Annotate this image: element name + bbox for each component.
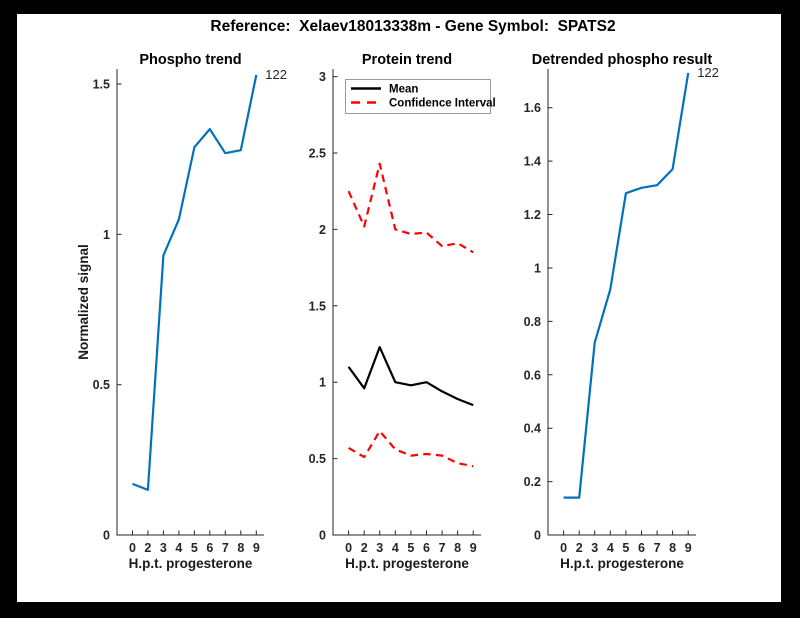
protein-trend-xlabel: H.p.t. progesterone [345,556,469,571]
detrended-phospho-result-y-tick-label: 0.8 [524,315,541,329]
phospho-trend-ylabel: Normalized signal [76,244,91,360]
detrended-phospho-result-y-tick-label: 0.4 [524,422,541,436]
confidence-interval-upper-line [347,162,474,254]
phospho-trend-x-tick-label: 6 [206,541,213,555]
legend-label: Confidence Interval [389,98,496,110]
phospho-trend-x-tick-label: 2 [144,541,151,555]
protein-trend-y-tick-label: 2.5 [309,147,326,161]
protein-trend-x-tick-label: 4 [392,541,399,555]
protein-trend-y-tick-label: 3 [319,70,326,84]
figure-canvas: Reference: Xelaev18013338m - Gene Symbol… [17,14,781,602]
phospho-trend-x-tick-label: 3 [160,541,167,555]
protein-trend-y-tick-label: 1 [319,376,326,390]
detrended-phospho-result-y-tick-label: 1.2 [524,208,541,222]
legend-label: Mean [389,84,418,96]
detrended-phospho-result-y-tick-label: 0 [534,529,541,543]
detrended-phospho-result-y-tick-label: 0.2 [524,475,541,489]
protein-trend-axes [332,69,481,536]
detrended-phospho-result-title: Detrended phospho result [532,52,713,68]
phospho-trend-x-tick-label: 8 [237,541,244,555]
phospho-trend-x-tick-label: 0 [129,541,136,555]
mean-line [347,346,474,407]
protein-trend-y-tick-label: 1.5 [309,299,326,313]
protein-trend-x-tick-label: 7 [439,541,446,555]
protein-trend-x-tick-label: 6 [423,541,430,555]
detrended-phospho-result-subplot: 0 2 3 4 5 6 7 8 900.20.40.60.811.21.41.6Detrende… [524,52,719,571]
protein-trend-y-tick-label: 0.5 [309,452,326,466]
phospho-trend-tick-marks [117,83,257,536]
protein-trend-y-tick-label: 2 [319,223,326,237]
phospho-trend-x-tick-label: 4 [175,541,182,555]
detrended-phospho-result-x-tick-label: 4 [607,541,614,555]
legend-box [345,79,491,114]
protein-trend-x-tick-label: 5 [407,541,414,555]
detrended-phospho-result-x-tick-label: 0 [560,541,567,555]
detrended-phospho-result-x-tick-label: 9 [685,541,692,555]
protein-trend-x-tick-label: 8 [454,541,461,555]
detrended-phospho-result-x-tick-label: 5 [622,541,629,555]
detrended-phospho-result-x-tick-label: 7 [654,541,661,555]
protein-trend-x-tick-label: 2 [361,541,368,555]
detrended-phospho-result-axes [547,69,696,536]
detrended-phospho-result-x-tick-label: 8 [669,541,676,555]
detrended-phospho-result-y-tick-label: 1.6 [524,101,541,115]
detrended-phospho-result-y-tick-label: 1.4 [524,155,541,169]
protein-trend-x-tick-label: 3 [376,541,383,555]
detrended-phospho-result-y-tick-label: 0.6 [524,368,541,382]
protein-trend-x-tick-label: 9 [470,541,477,555]
detrended-phospho-result-xlabel: H.p.t. progesterone [560,556,684,571]
detrended-phospho-result-tick-marks [548,107,689,536]
legend: Mean Confidence Interval [345,79,496,114]
protein-trend-y-tick-label: 0 [319,529,326,543]
phospho-trend-y-tick-label: 0.5 [93,378,110,392]
detrended-phospho-result-x-tick-label: 6 [638,541,645,555]
phospho-trend-y-tick-label: 1.5 [93,78,110,92]
phospho-signal-line [132,74,258,491]
figure-title: Reference: Xelaev18013338m - Gene Symbol… [210,18,616,35]
phospho-trend-end-label: 122 [265,67,287,82]
detrended-phospho-result-x-tick-label: 3 [591,541,598,555]
phospho-trend-x-tick-label: 7 [222,541,229,555]
detrended-phospho-result-x-tick-label: 2 [576,541,583,555]
phospho-trend-axes [116,69,264,536]
detrended-phospho-result-y-tick-label: 1 [534,262,541,276]
detrended-phospho-signal-line [563,72,690,499]
protein-trend-x-tick-label: 0 [345,541,352,555]
phospho-trend-y-tick-label: 1 [103,228,110,242]
detrended-phospho-result-end-label: 122 [697,65,719,80]
protein-trend-title: Protein trend [362,52,452,68]
phospho-trend-xlabel: H.p.t. progesterone [129,556,253,571]
phospho-trend-y-tick-label: 0 [103,529,110,543]
confidence-interval-lower-line [348,430,474,468]
protein-trend-tick-marks [333,76,474,536]
phospho-trend-title: Phospho trend [139,52,241,68]
phospho-trend-x-tick-label: 5 [191,541,198,555]
phospho-trend-x-tick-label: 9 [253,541,260,555]
